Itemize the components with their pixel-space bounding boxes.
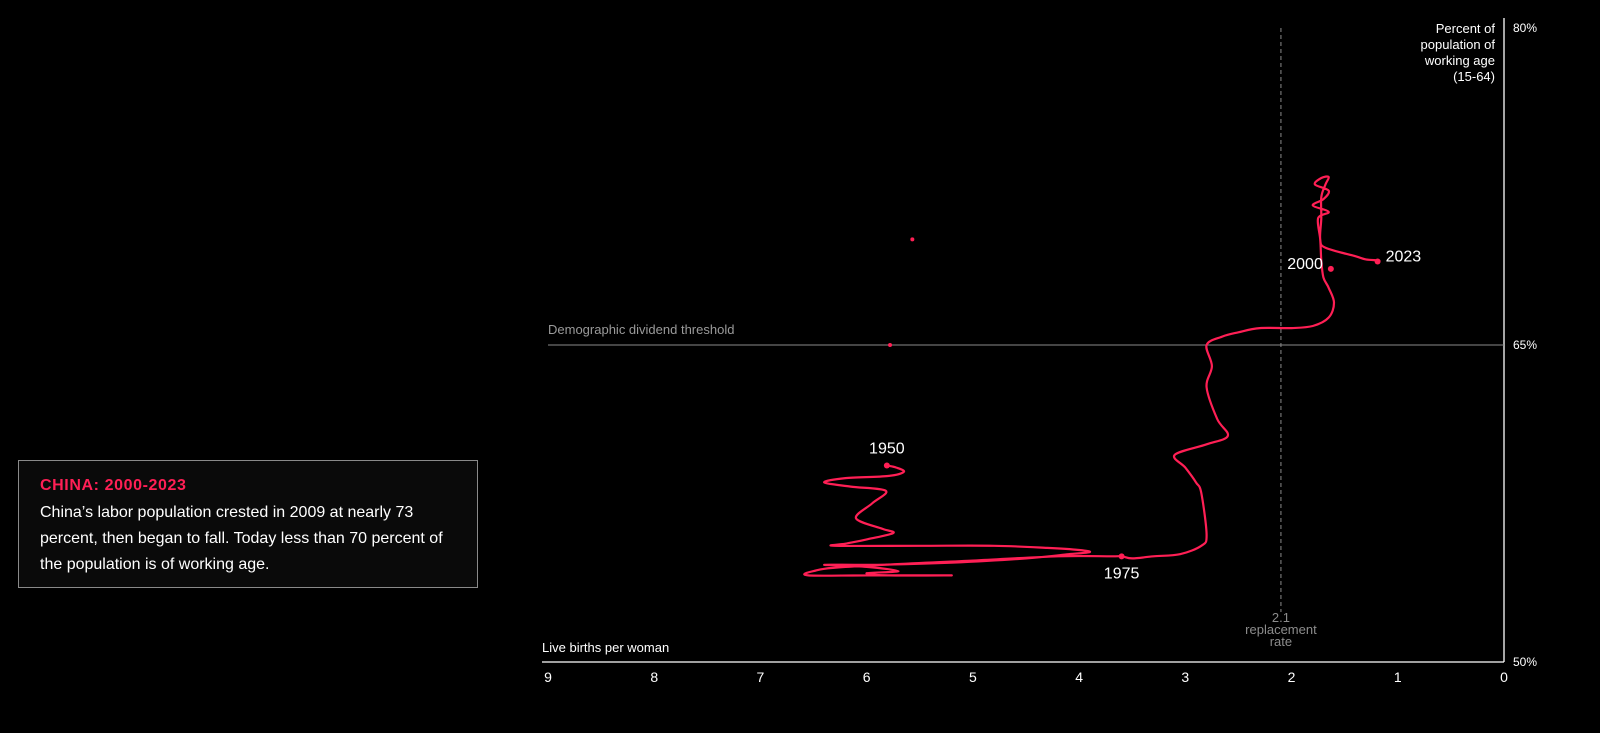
x-axis-title: Live births per woman [542, 640, 669, 655]
y-tick-label-65: 65% [1513, 338, 1537, 352]
y-tick-label-80: 80% [1513, 21, 1537, 35]
x-tick-label-5: 5 [969, 669, 977, 685]
year-label-2000: 2000 [1287, 256, 1323, 273]
x-tick-label-9: 9 [544, 669, 552, 685]
year-marker-1975 [1118, 553, 1125, 560]
year-label-1950: 1950 [869, 440, 905, 457]
china-series-line [803, 175, 1381, 577]
year-marker-2023 [1374, 258, 1381, 265]
info-body: China’s labor population crested in 2009… [40, 504, 443, 573]
x-tick-label-6: 6 [863, 669, 871, 685]
x-tick-label-2: 2 [1288, 669, 1296, 685]
threshold-label: Demographic dividend threshold [548, 322, 734, 337]
year-label-1975: 1975 [1104, 565, 1140, 582]
y-axis-title-line: population of [1421, 37, 1496, 52]
year-marker-2000 [1327, 265, 1334, 272]
extra-point-0 [910, 237, 915, 242]
x-tick-label-4: 4 [1075, 669, 1083, 685]
year-marker-1950 [883, 462, 890, 469]
y-tick-label-50: 50% [1513, 655, 1537, 669]
replacement-label-line: 2.1 [1272, 610, 1290, 625]
extra-point-1 [888, 343, 893, 347]
y-axis-title-line: Percent of [1436, 21, 1496, 36]
x-tick-label-7: 7 [757, 669, 765, 685]
x-tick-label-1: 1 [1394, 669, 1402, 685]
x-tick-label-8: 8 [650, 669, 658, 685]
year-label-2023: 2023 [1386, 249, 1422, 266]
replacement-label-line: replacement [1245, 622, 1317, 637]
y-axis-title-line: (15-64) [1453, 69, 1495, 84]
x-tick-label-0: 0 [1500, 669, 1508, 685]
y-axis-title-line: working age [1424, 53, 1495, 68]
x-tick-label-3: 3 [1181, 669, 1189, 685]
replacement-label-line: rate [1270, 634, 1292, 649]
info-box: CHINA: 2000-2023 China’s labor populatio… [18, 460, 478, 588]
info-title: CHINA: 2000-2023 [40, 477, 187, 494]
